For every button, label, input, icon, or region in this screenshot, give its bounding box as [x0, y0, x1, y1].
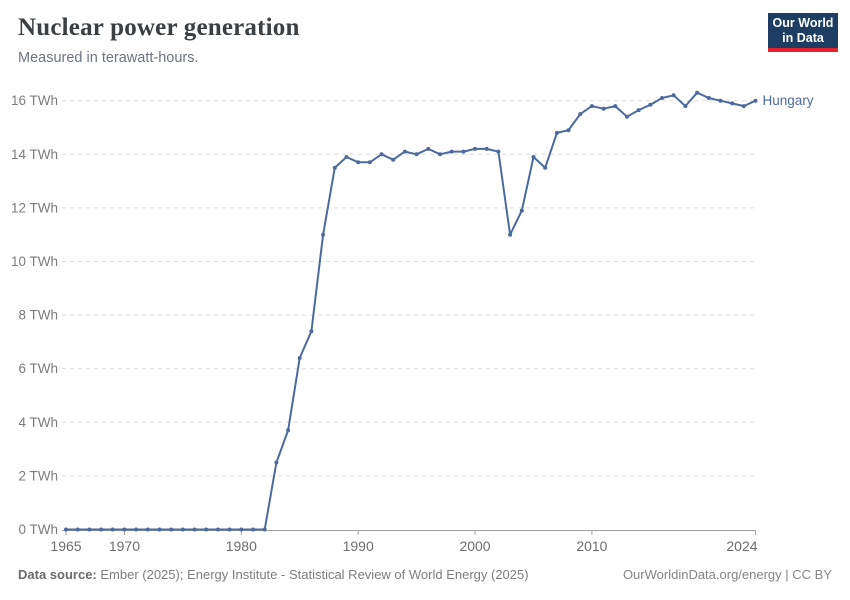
data-point[interactable] — [449, 149, 454, 154]
data-point[interactable] — [706, 96, 711, 100]
data-point[interactable] — [741, 104, 746, 109]
data-point[interactable] — [438, 152, 442, 157]
x-tick-label: 2024 — [726, 538, 757, 554]
data-point[interactable] — [215, 527, 220, 532]
data-point[interactable] — [321, 232, 326, 237]
data-point[interactable] — [251, 527, 255, 532]
data-point[interactable] — [145, 527, 150, 532]
data-point[interactable] — [496, 149, 501, 154]
footer-source-label: Data source: — [18, 567, 97, 582]
data-point[interactable] — [344, 155, 349, 159]
data-point[interactable] — [379, 152, 384, 157]
data-point[interactable] — [730, 101, 735, 106]
data-point[interactable] — [589, 104, 594, 109]
data-point[interactable] — [204, 527, 209, 532]
data-line[interactable] — [65, 91, 757, 531]
data-point[interactable] — [519, 208, 524, 213]
data-point[interactable] — [227, 527, 232, 532]
data-point[interactable] — [414, 152, 419, 157]
data-point[interactable] — [286, 428, 291, 433]
data-point[interactable] — [64, 527, 68, 532]
data-point[interactable] — [543, 165, 548, 170]
data-point[interactable] — [578, 112, 583, 117]
y-tick-label: 10 TWh — [11, 254, 58, 269]
data-point[interactable] — [169, 527, 174, 532]
data-point[interactable] — [356, 160, 361, 165]
x-tick-label: 2000 — [459, 538, 490, 554]
data-point[interactable] — [601, 106, 606, 111]
y-tick-label: 14 TWh — [11, 147, 58, 162]
data-point[interactable] — [75, 527, 80, 532]
data-point[interactable] — [718, 98, 723, 103]
data-point[interactable] — [613, 104, 618, 109]
data-point[interactable] — [262, 527, 267, 532]
data-point[interactable] — [625, 114, 629, 119]
data-point[interactable] — [122, 527, 127, 532]
y-tick-label: 2 TWh — [18, 468, 58, 483]
y-tick-label: 12 TWh — [11, 200, 58, 215]
owid-logo[interactable]: Our World in Data — [768, 13, 838, 52]
data-point[interactable] — [87, 527, 92, 532]
data-point[interactable] — [332, 165, 337, 170]
data-point[interactable] — [636, 108, 641, 113]
data-point[interactable] — [531, 155, 536, 159]
data-point[interactable] — [461, 149, 466, 154]
data-point[interactable] — [239, 527, 244, 532]
x-tick-label: 1970 — [109, 538, 140, 554]
data-point[interactable] — [484, 146, 489, 151]
series-label-hungary[interactable]: Hungary — [763, 93, 814, 108]
data-point[interactable] — [192, 527, 197, 532]
x-tick-label: 1965 — [50, 538, 81, 554]
data-point[interactable] — [473, 146, 477, 151]
x-axis: 1965 1970 1980 1990 2000 2010 2024 — [50, 530, 758, 554]
page-subtitle: Measured in terawatt-hours. — [18, 50, 199, 66]
data-point[interactable] — [566, 128, 571, 133]
y-tick-label: 6 TWh — [18, 361, 58, 376]
owid-logo-line2: in Data — [782, 31, 824, 45]
owid-logo-line1: Our World — [772, 16, 834, 30]
footer-credit-link[interactable]: OurWorldinData.org/energy | CC BY — [622, 567, 832, 582]
data-point[interactable] — [671, 93, 676, 98]
data-point[interactable] — [683, 104, 688, 109]
data-point[interactable] — [426, 146, 431, 151]
gridlines — [62, 100, 756, 477]
data-point[interactable] — [367, 160, 372, 165]
data-point[interactable] — [309, 329, 314, 334]
x-tick-label: 1990 — [343, 538, 374, 554]
data-point[interactable] — [391, 157, 396, 162]
data-point[interactable] — [695, 90, 700, 95]
y-tick-label: 0 TWh — [18, 522, 58, 537]
data-point[interactable] — [157, 527, 162, 532]
data-point[interactable] — [508, 232, 513, 237]
data-point[interactable] — [402, 149, 407, 154]
data-point[interactable] — [753, 98, 758, 103]
series-hungary[interactable] — [64, 90, 758, 532]
data-point[interactable] — [110, 527, 115, 532]
data-point[interactable] — [297, 356, 302, 360]
data-point[interactable] — [99, 527, 104, 532]
page-title: Nuclear power generation — [18, 14, 300, 41]
x-tick-label: 1980 — [226, 538, 257, 554]
data-point[interactable] — [134, 527, 139, 532]
data-point[interactable] — [274, 460, 279, 465]
y-tick-label: 8 TWh — [18, 308, 58, 323]
data-point[interactable] — [554, 130, 559, 135]
data-point[interactable] — [180, 527, 185, 532]
y-tick-label: 4 TWh — [18, 415, 58, 430]
y-tick-label: 16 TWh — [11, 93, 58, 108]
y-axis-labels: 0 TWh 2 TWh 4 TWh 6 TWh 8 TWh 10 TWh 12 TWh 14 … — [11, 93, 58, 537]
x-tick-label: 2010 — [576, 538, 607, 554]
data-point[interactable] — [660, 96, 664, 100]
footer-source: Data source: Ember (2025); Energy Instit… — [18, 567, 529, 582]
data-point[interactable] — [648, 102, 653, 107]
footer-source-text: Ember (2025); Energy Institute - Statist… — [96, 567, 529, 582]
